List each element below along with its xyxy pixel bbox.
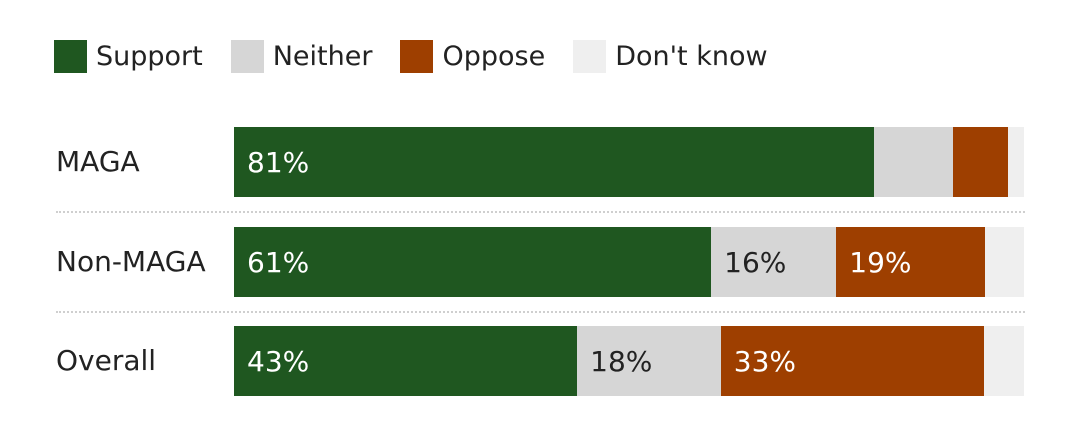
chart-legend: Support Neither Oppose Don't know (54, 36, 796, 76)
row-label: MAGA (56, 145, 140, 178)
legend-swatch-dontknow (573, 39, 607, 73)
legend-swatch-support (54, 39, 87, 73)
bar-segment-oppose: 33% (720, 326, 985, 396)
row-divider (56, 211, 1025, 213)
legend-swatch-oppose (400, 39, 434, 73)
legend-swatch-neither (230, 39, 264, 73)
bar-segment-dontknow (984, 227, 1024, 297)
bar-segment-dontknow (1008, 127, 1024, 197)
bar-segment-dontknow (984, 326, 1024, 396)
bar-row: 81% (234, 127, 1024, 197)
legend-item-dontknow: Don't know (573, 39, 768, 73)
legend-item-neither: Neither (230, 39, 373, 73)
bar-segment-support: 43% (234, 326, 578, 396)
bar-segment-oppose (952, 127, 1009, 197)
legend-label-support: Support (96, 40, 203, 72)
bar-segment-neither: 16% (711, 227, 837, 297)
bar-segment-neither: 18% (577, 326, 721, 396)
row-label: Overall (56, 344, 157, 377)
legend-item-oppose: Oppose (400, 39, 546, 73)
legend-item-support: Support (54, 39, 203, 73)
bar-segment-neither (873, 127, 953, 197)
bar-row: 61% 16% 19% (234, 227, 1024, 297)
row-label: Non-MAGA (56, 245, 206, 278)
legend-label-oppose: Oppose (442, 40, 546, 72)
row-divider (56, 311, 1025, 313)
bar-row: 43% 18% 33% (234, 326, 1024, 396)
legend-label-neither: Neither (272, 40, 373, 72)
bar-segment-support: 61% (234, 227, 712, 297)
legend-label-dontknow: Don't know (615, 40, 768, 72)
bar-segment-support: 81% (234, 127, 874, 197)
bar-segment-oppose: 19% (836, 227, 985, 297)
